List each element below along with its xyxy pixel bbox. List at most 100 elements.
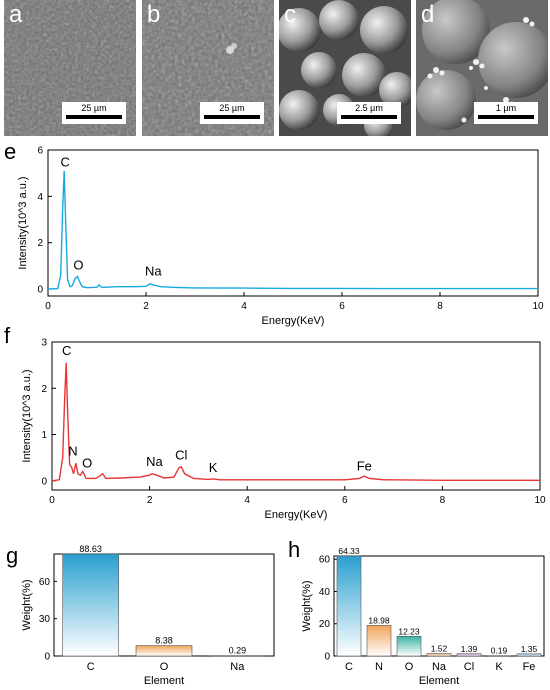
sem-image-d: d 1 µm [416, 0, 548, 136]
x-tick-label: 6 [342, 495, 348, 506]
bar-value-label: 64.33 [338, 546, 360, 556]
peak-label-k: K [209, 460, 218, 475]
bar-k [486, 655, 512, 657]
x-tick-label: 2 [147, 495, 153, 506]
bar-value-label: 8.38 [155, 636, 173, 646]
bar-value-label: 12.23 [398, 626, 420, 636]
y-tick-label: 60 [319, 555, 331, 566]
x-tick-label: 10 [532, 301, 544, 312]
x-tick-label: 8 [440, 495, 446, 506]
y-axis-label: Weight(%) [301, 580, 313, 631]
scale-bar: 2.5 µm [337, 102, 401, 124]
bar-value-label: 88.63 [79, 544, 102, 554]
bar-value-label: 0.29 [229, 646, 247, 656]
y-tick-label: 6 [37, 146, 43, 157]
eds-spectrum-f: 0 2 4 6 8 10 0 1 2 3 C NO Na Cl K Fe Energy(KeV) Intensit… [21, 338, 546, 522]
x-tick-label: 10 [534, 495, 546, 506]
scale-bar: 1 µm [474, 102, 538, 124]
peak-label-o: O [73, 257, 83, 272]
peak-label-fe: Fe [357, 458, 372, 473]
y-axis-label: Weight(%) [21, 579, 33, 630]
sem-texture [416, 0, 548, 136]
x-tick-label: N [375, 661, 383, 673]
x-axis-label: Element [144, 675, 184, 687]
x-tick-label: C [345, 661, 353, 673]
x-tick-label: 4 [244, 495, 250, 506]
y-tick-label: 40 [319, 587, 331, 598]
peak-label-c: C [62, 343, 71, 358]
x-tick-label: O [405, 661, 414, 673]
panel-letter-g: g [6, 543, 19, 568]
bar-cl [456, 653, 482, 657]
bar-c [336, 555, 362, 657]
plot-frame [51, 341, 541, 491]
x-tick-label: Na [230, 661, 245, 673]
peak-label-cl: Cl [175, 447, 187, 462]
y-tick-label: 0 [41, 476, 47, 487]
bar-value-label: 1.35 [521, 644, 538, 654]
y-axis-label: Intensity(10^3 a.u.) [21, 369, 33, 462]
x-tick-label: 0 [45, 301, 51, 312]
sem-letter: b [147, 1, 161, 28]
y-tick-label: 2 [41, 384, 47, 395]
y-tick-label: 0 [324, 652, 330, 663]
x-axis-label: Energy(KeV) [262, 315, 325, 327]
bar-value-label: 0.19 [491, 646, 508, 656]
y-axis-label: Intensity(10^3 a.u.) [17, 176, 29, 269]
x-tick-label: Cl [464, 661, 474, 673]
y-tick-label: 4 [37, 192, 43, 203]
x-tick-label: O [160, 661, 169, 673]
scale-bar: 25 µm [200, 102, 264, 124]
sem-letter: a [9, 1, 23, 28]
x-tick-label: 2 [143, 301, 149, 312]
sem-image-a: a 25 µm [4, 0, 136, 136]
y-tick-label: 0 [44, 652, 50, 663]
bar-na [209, 655, 266, 657]
y-tick-label: 3 [41, 338, 47, 349]
bar-fe [516, 653, 542, 657]
bar-value-label: 1.52 [431, 644, 448, 654]
panel-letter-e: e [4, 139, 17, 164]
element-weight-bars-g: 0 30 60 88.63 C 8.38 O 0.29 Na Element Weight(%) [21, 544, 275, 687]
x-tick-label: K [495, 661, 503, 673]
sem-image-b: b 25 µm [142, 0, 274, 136]
scale-bar: 25 µm [62, 102, 126, 124]
bar-o [396, 635, 422, 657]
bar-c [62, 553, 119, 657]
peak-label-na: Na [146, 454, 163, 469]
peak-label-o: O [82, 456, 92, 471]
bar-value-label: 18.98 [368, 615, 390, 625]
bar-value-label: 1.39 [461, 644, 478, 654]
peak-label-na: Na [145, 264, 162, 279]
plot-frame [47, 149, 539, 297]
x-axis-label: Element [419, 675, 459, 687]
sem-letter: d [421, 1, 435, 28]
eds-spectrum-e: 0 2 4 6 8 10 0 2 4 6 C O Na Energy(KeV) Intensity(10^3… [17, 146, 544, 328]
x-tick-label: C [87, 661, 95, 673]
x-tick-label: Na [432, 661, 447, 673]
y-tick-label: 1 [41, 430, 47, 441]
panel-letter-f: f [4, 323, 11, 348]
y-tick-label: 20 [319, 619, 331, 630]
panel-letter-h: h [288, 537, 301, 562]
sem-image-c: c 2.5 µm [279, 0, 411, 136]
bar-n [366, 625, 392, 657]
y-tick-label: 0 [37, 285, 43, 296]
sem-texture [4, 0, 136, 136]
x-tick-label: 6 [339, 301, 345, 312]
y-tick-label: 2 [37, 238, 43, 249]
y-tick-label: 60 [39, 577, 51, 588]
x-tick-label: 0 [49, 495, 55, 506]
plot-frame [333, 555, 545, 657]
sem-letter: c [284, 1, 296, 28]
x-tick-label: Fe [523, 661, 536, 673]
peak-label-n: N [68, 444, 77, 459]
x-tick-label: 8 [437, 301, 443, 312]
spectrum-line [47, 170, 538, 290]
x-tick-label: 4 [241, 301, 247, 312]
bar-o [135, 645, 193, 657]
x-axis-label: Energy(KeV) [265, 509, 328, 521]
bar-na [426, 653, 452, 657]
peak-label-c: C [60, 155, 69, 170]
spectrum-line [51, 362, 540, 482]
